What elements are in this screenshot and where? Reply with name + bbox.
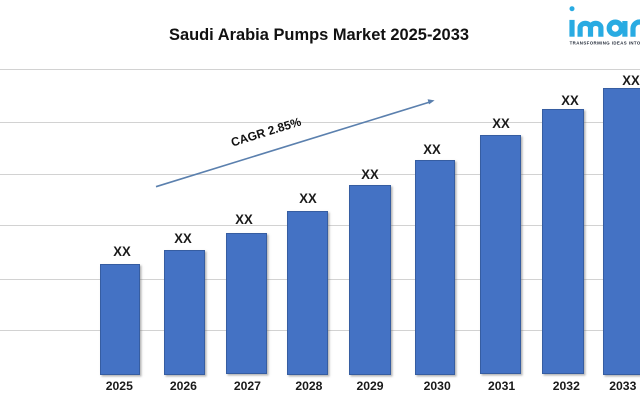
svg-text:TRANSFORMING IDEAS INTO IMP: TRANSFORMING IDEAS INTO IMP xyxy=(570,40,640,45)
